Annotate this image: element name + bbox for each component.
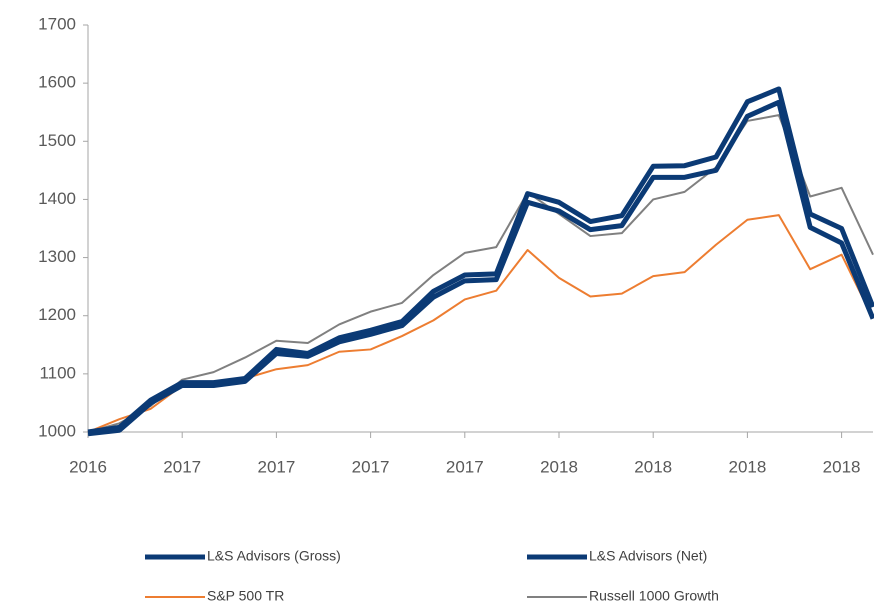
x-tick-label: 2017 [257, 457, 295, 476]
y-tick-label: 1100 [39, 363, 76, 382]
x-tick-label: 2018 [823, 457, 861, 476]
x-tick-label: 2016 [69, 457, 107, 476]
y-tick-label: 1000 [38, 421, 76, 440]
x-tick-label: 2018 [634, 457, 672, 476]
x-tick-label: 2017 [446, 457, 484, 476]
y-tick-label: 1700 [38, 14, 76, 33]
x-tick-label: 2018 [728, 457, 766, 476]
legend-label: S&P 500 TR [207, 588, 284, 604]
y-tick-label: 1500 [38, 131, 76, 150]
series-line [87, 99, 874, 437]
legend-label: Russell 1000 Growth [589, 588, 719, 604]
legend-label: L&S Advisors (Gross) [207, 548, 341, 564]
y-tick-label: 1400 [38, 189, 76, 208]
series-line [87, 214, 874, 433]
y-tick-label: 1200 [38, 305, 76, 324]
y-tick-label: 1300 [38, 247, 76, 266]
y-tick-label: 1600 [38, 73, 76, 92]
legend-label: L&S Advisors (Net) [589, 548, 707, 564]
x-tick-label: 2018 [540, 457, 578, 476]
x-tick-label: 2017 [163, 457, 201, 476]
series-line [87, 86, 874, 435]
x-tick-label: 2017 [352, 457, 390, 476]
